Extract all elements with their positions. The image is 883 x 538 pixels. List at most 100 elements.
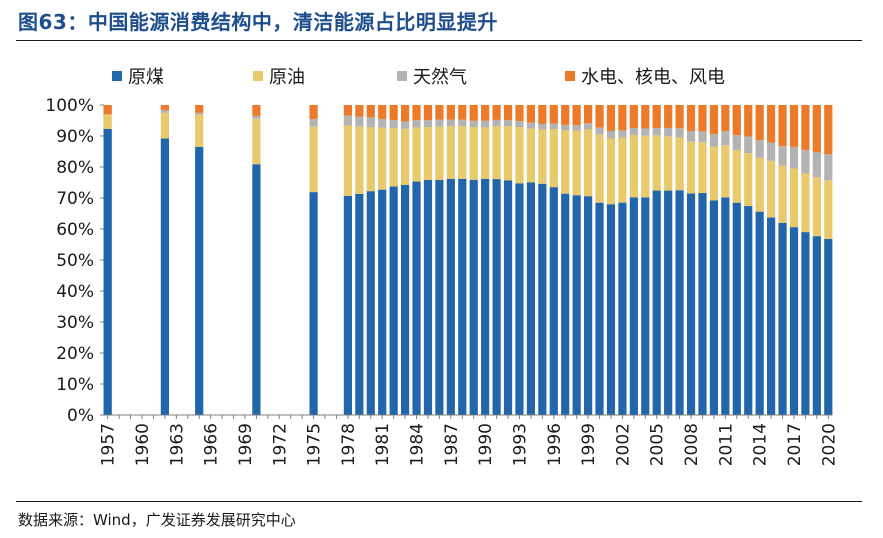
bar-oil-2018 bbox=[801, 173, 810, 233]
legend-label-oil: 原油 bbox=[269, 67, 305, 88]
bar-clean-1990 bbox=[481, 105, 490, 121]
bar-oil-2000 bbox=[595, 134, 604, 203]
bar-oil-1980 bbox=[366, 127, 375, 192]
bar-gas-1982 bbox=[389, 120, 398, 128]
y-tick-label: 50% bbox=[56, 251, 94, 271]
bar-coal-1997 bbox=[561, 193, 570, 415]
bar-gas-2019 bbox=[812, 152, 821, 178]
bar-oil-1992 bbox=[503, 126, 513, 181]
bar-oil-1988 bbox=[458, 126, 467, 179]
x-tick-label: 2017 bbox=[785, 423, 805, 466]
bar-coal-1999 bbox=[584, 196, 593, 415]
y-tick-label: 70% bbox=[56, 189, 94, 209]
bar-gas-2001 bbox=[606, 131, 616, 139]
bar-clean-2020 bbox=[824, 105, 833, 155]
bar-oil-2002 bbox=[618, 137, 627, 203]
bar-coal-1986 bbox=[435, 180, 444, 415]
bar-coal-1995 bbox=[538, 183, 547, 415]
bar-oil-1993 bbox=[515, 127, 524, 184]
bars bbox=[103, 105, 833, 416]
bar-clean-1983 bbox=[400, 105, 410, 122]
bar-oil-2019 bbox=[812, 177, 821, 237]
bar-coal-1979 bbox=[355, 193, 364, 415]
bar-clean-1965 bbox=[195, 105, 204, 113]
bar-gas-1962 bbox=[160, 109, 169, 113]
bar-gas-1980 bbox=[366, 117, 375, 128]
bar-coal-1987 bbox=[446, 178, 455, 415]
bar-coal-1985 bbox=[423, 180, 433, 415]
bar-coal-1994 bbox=[526, 182, 536, 415]
bar-clean-2008 bbox=[686, 105, 696, 132]
bar-coal-1992 bbox=[503, 180, 513, 415]
bar-coal-2003 bbox=[629, 197, 638, 415]
bar-coal-2014 bbox=[755, 211, 764, 415]
y-tick-label: 40% bbox=[56, 282, 94, 302]
bar-gas-1988 bbox=[458, 119, 467, 127]
bar-oil-2003 bbox=[629, 135, 638, 198]
bar-oil-2015 bbox=[767, 160, 776, 218]
x-axis: 1957 1960 1963 1966 1969 1972 1975 1978 1981 1984… bbox=[99, 414, 839, 466]
bar-gas-1999 bbox=[584, 123, 593, 130]
bar-gas-2012 bbox=[732, 135, 741, 150]
bar-gas-1991 bbox=[492, 119, 501, 127]
x-tick-label: 1990 bbox=[476, 423, 496, 466]
bar-gas-2013 bbox=[744, 136, 753, 154]
bar-oil-1985 bbox=[423, 127, 433, 181]
bar-coal-1965 bbox=[195, 146, 204, 415]
bar-clean-2005 bbox=[652, 105, 661, 128]
bar-clean-2001 bbox=[606, 105, 616, 132]
x-tick-label: 2005 bbox=[648, 423, 668, 466]
bar-clean-1980 bbox=[366, 105, 375, 118]
bar-oil-1975 bbox=[309, 126, 318, 193]
x-tick-label: 1972 bbox=[270, 423, 290, 466]
bar-gas-2007 bbox=[675, 128, 684, 138]
bar-gas-1987 bbox=[446, 119, 455, 127]
x-tick-label: 2020 bbox=[819, 423, 839, 466]
bar-clean-2009 bbox=[698, 105, 707, 132]
bar-clean-2010 bbox=[709, 105, 719, 135]
bar-clean-2003 bbox=[629, 105, 638, 128]
bar-oil-2009 bbox=[698, 142, 707, 194]
bar-oil-1999 bbox=[584, 129, 593, 197]
bar-oil-2017 bbox=[789, 168, 799, 228]
bar-coal-2002 bbox=[618, 202, 627, 415]
bar-coal-1991 bbox=[492, 179, 501, 415]
bar-gas-1996 bbox=[549, 123, 558, 130]
bar-clean-1989 bbox=[469, 105, 478, 121]
bar-gas-1970 bbox=[252, 115, 261, 119]
bar-gas-2018 bbox=[801, 149, 810, 174]
bar-gas-1986 bbox=[435, 119, 444, 127]
bar-clean-2006 bbox=[664, 105, 673, 128]
x-tick-label: 1999 bbox=[579, 423, 599, 466]
bar-clean-1981 bbox=[378, 105, 387, 119]
bar-coal-1970 bbox=[252, 164, 261, 415]
bar-clean-2013 bbox=[744, 105, 753, 137]
bar-coal-1978 bbox=[343, 195, 352, 415]
bar-coal-2017 bbox=[789, 227, 799, 415]
x-tick-label: 1993 bbox=[510, 423, 530, 466]
bar-clean-2012 bbox=[732, 105, 741, 136]
bar-clean-2016 bbox=[778, 105, 787, 147]
legend-swatch-oil bbox=[253, 71, 263, 81]
bar-gas-1989 bbox=[469, 120, 478, 128]
bottom-divider bbox=[16, 501, 862, 502]
bar-coal-2019 bbox=[812, 236, 821, 415]
bar-gas-1998 bbox=[572, 125, 581, 131]
bar-oil-2001 bbox=[606, 138, 616, 205]
bar-gas-1993 bbox=[515, 121, 524, 128]
bar-gas-2015 bbox=[767, 142, 776, 161]
x-tick-label: 1960 bbox=[133, 423, 153, 466]
bar-gas-1975 bbox=[309, 118, 318, 127]
bar-coal-1980 bbox=[366, 191, 375, 415]
bar-clean-1991 bbox=[492, 105, 501, 120]
bar-clean-1999 bbox=[584, 105, 593, 124]
bar-coal-1981 bbox=[378, 189, 387, 415]
bar-oil-1965 bbox=[195, 114, 204, 147]
bar-oil-1983 bbox=[400, 128, 410, 185]
bar-gas-1965 bbox=[195, 112, 204, 115]
bar-clean-1985 bbox=[423, 105, 433, 121]
bar-coal-1983 bbox=[400, 184, 410, 415]
bar-coal-1996 bbox=[549, 187, 558, 415]
bar-clean-2011 bbox=[721, 105, 730, 132]
y-tick-label: 20% bbox=[56, 344, 94, 364]
